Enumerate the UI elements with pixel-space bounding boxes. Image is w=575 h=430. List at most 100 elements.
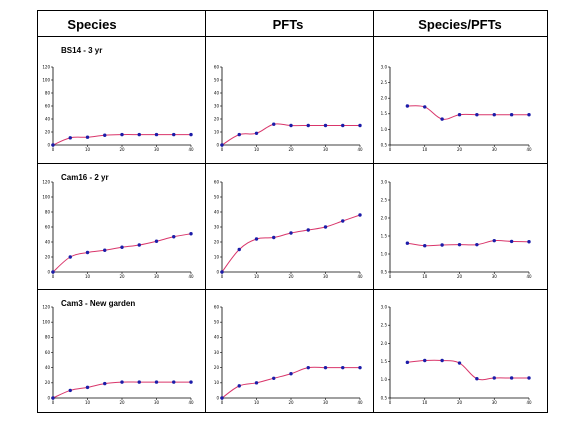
x-tick-label: 10 [422, 400, 428, 405]
data-point [189, 232, 193, 236]
x-tick-label: 20 [288, 147, 294, 152]
data-point [172, 132, 176, 137]
data-point [341, 365, 345, 370]
data-point [405, 104, 410, 108]
data-point [220, 270, 224, 274]
data-point [289, 372, 293, 376]
data-point [527, 376, 531, 380]
x-tick-label: 0 [221, 274, 224, 279]
y-tick-label: 40 [45, 365, 51, 370]
data-point [492, 113, 496, 117]
x-tick-label: 30 [154, 400, 160, 405]
data-point [51, 270, 55, 274]
data-point [237, 384, 241, 388]
x-tick-label: 40 [526, 274, 532, 279]
data-point [440, 243, 444, 247]
x-tick-label: 0 [52, 147, 55, 152]
chart-r1-c2: 0.5 1.0 1.5 2.0 2.5 3.0 0 10 20 30 40 [381, 179, 532, 279]
data-point [457, 113, 462, 117]
x-tick-label: 20 [119, 147, 125, 152]
series-line [52, 381, 191, 399]
y-tick-label: 100 [42, 194, 50, 199]
data-point [237, 132, 241, 137]
data-point [457, 242, 462, 247]
chart-r2-c0: 0 20 40 60 80 100 120 0 10 20 30 40 [42, 304, 194, 405]
x-tick-label: 0 [52, 400, 55, 405]
y-tick-label: 0.5 [381, 142, 388, 147]
y-tick-label: 0.5 [381, 269, 388, 274]
data-point [272, 235, 276, 240]
data-point [475, 242, 479, 247]
data-point [341, 219, 345, 223]
y-tick-label: 10 [214, 254, 220, 259]
data-point [237, 247, 241, 252]
data-point [103, 381, 107, 386]
y-tick-label: 10 [214, 129, 220, 134]
data-point [85, 385, 90, 390]
chart-r1-c0: 0 20 40 60 80 100 120 0 10 20 30 40 [42, 179, 194, 279]
data-point [509, 239, 514, 244]
data-point [254, 237, 259, 241]
data-point [137, 132, 141, 137]
chart-r0-c2: 0.5 1.0 1.5 2.0 2.5 3.0 0 10 20 30 40 [381, 64, 532, 152]
series-line [52, 233, 192, 273]
y-tick-label: 0 [47, 142, 50, 147]
data-point [405, 241, 410, 245]
x-tick-label: 20 [288, 274, 294, 279]
data-point [137, 380, 141, 384]
y-tick-label: 30 [214, 103, 220, 108]
y-tick-label: 2.0 [381, 215, 388, 220]
y-tick-label: 1.5 [381, 233, 388, 238]
header-pfts: PFTs [273, 17, 304, 32]
data-point [51, 143, 55, 147]
y-tick-label: 50 [214, 194, 220, 199]
chart-r1-c1: 0 10 20 30 40 50 60 0 10 20 30 40 [214, 179, 363, 279]
y-tick-label: 30 [214, 350, 220, 355]
x-tick-label: 20 [457, 400, 463, 405]
y-tick-label: 60 [45, 103, 51, 108]
x-tick-label: 10 [254, 274, 260, 279]
chart-r2-c2: 0.5 1.0 1.5 2.0 2.5 3.0 0 10 20 30 40 [381, 304, 532, 405]
y-tick-label: 1.0 [381, 127, 388, 132]
y-tick-label: 1.0 [381, 377, 388, 382]
data-point [475, 377, 479, 381]
chart-r0-c0: 0 20 40 60 80 100 120 0 10 20 30 40 [42, 64, 194, 152]
y-tick-label: 40 [214, 335, 220, 340]
y-tick-label: 2.0 [381, 341, 388, 346]
x-tick-label: 20 [119, 274, 125, 279]
data-point [137, 243, 141, 247]
x-tick-label: 20 [457, 274, 463, 279]
x-tick-label: 20 [119, 400, 125, 405]
data-point [423, 105, 427, 109]
x-tick-label: 40 [526, 147, 532, 152]
data-point [306, 365, 310, 370]
x-tick-label: 10 [422, 147, 428, 152]
data-point [341, 123, 345, 128]
row-label-bs14: BS14 - 3 yr [61, 46, 102, 55]
y-tick-label: 120 [42, 304, 50, 309]
data-point [323, 365, 328, 370]
data-point [306, 123, 310, 128]
data-point [527, 240, 531, 244]
data-point [172, 235, 176, 239]
y-tick-label: 20 [214, 239, 220, 244]
x-tick-label: 30 [492, 147, 498, 152]
data-point [306, 228, 310, 232]
data-point [323, 225, 328, 229]
data-point [154, 132, 159, 137]
data-point [509, 376, 514, 380]
chart-r2-c1: 0 10 20 30 40 50 60 0 10 20 30 40 [214, 304, 363, 405]
header-species-pfts: Species/PFTs [418, 17, 502, 32]
x-tick-label: 10 [85, 400, 91, 405]
data-point [85, 250, 90, 255]
y-tick-label: 1.5 [381, 111, 388, 116]
x-tick-label: 40 [188, 274, 194, 279]
data-point [527, 113, 531, 117]
x-tick-label: 40 [188, 400, 194, 405]
data-point [475, 113, 479, 117]
data-point [358, 365, 362, 370]
y-tick-label: 0 [47, 269, 50, 274]
chart-r0-c1: 0 10 20 30 40 50 60 0 10 20 30 40 [214, 64, 363, 152]
data-point [457, 361, 462, 365]
